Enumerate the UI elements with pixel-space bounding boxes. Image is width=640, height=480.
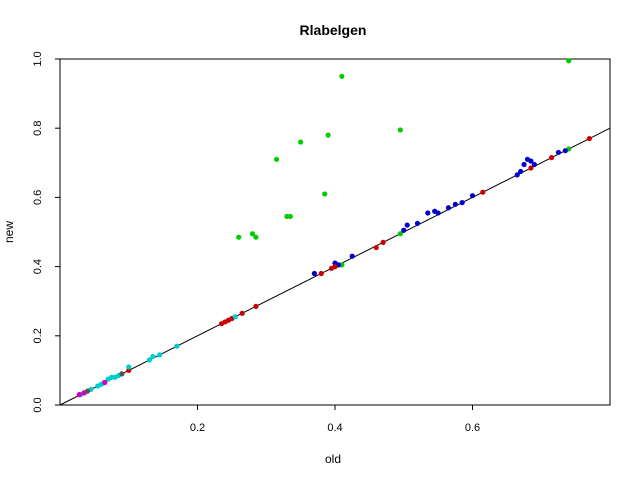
data-point [562, 148, 568, 154]
data-point [528, 165, 534, 171]
y-tick-label: 0.6 [32, 190, 44, 205]
data-point [531, 161, 537, 168]
x-tick-label: 0.6 [465, 422, 480, 434]
plot-frame [59, 58, 611, 406]
data-point [518, 168, 524, 175]
data-point [435, 210, 441, 216]
data-point [298, 139, 304, 145]
data-point [232, 314, 238, 320]
data-point [239, 310, 245, 316]
x-tick-label: 0.4 [327, 422, 342, 434]
plot-area [59, 58, 611, 406]
data-point [318, 270, 324, 277]
data-point [325, 132, 331, 138]
x-axis: 0.2 0.4 0.6 [190, 405, 480, 434]
chart-title: Rlabelgen [300, 22, 367, 38]
data-point [287, 213, 293, 220]
series-group [236, 58, 572, 268]
data-point [311, 270, 317, 277]
data-point [425, 210, 431, 216]
y-tick-label: 0.4 [32, 259, 44, 274]
data-point [452, 201, 458, 207]
data-point [126, 364, 132, 370]
data-point [404, 222, 410, 228]
data-point [445, 205, 452, 211]
data-point [339, 73, 345, 79]
data-point [157, 352, 163, 358]
data-point [521, 161, 527, 168]
data-point [84, 388, 91, 394]
data-point [397, 231, 403, 237]
data-point [459, 199, 465, 206]
data-point [332, 264, 338, 270]
data-point [380, 239, 386, 245]
y-tick-label: 1.0 [32, 51, 44, 66]
data-point [119, 371, 125, 377]
data-point [102, 379, 108, 386]
data-point [528, 158, 534, 164]
data-point [401, 227, 407, 233]
x-tick-label: 0.2 [190, 422, 205, 434]
series-group [78, 314, 238, 398]
data-point [253, 303, 259, 309]
data-point [150, 353, 156, 360]
y-axis: 0.0 0.2 0.4 0.6 0.8 1.0 [32, 51, 60, 413]
data-point [76, 392, 82, 398]
data-point [480, 189, 486, 195]
y-tick-label: 0.0 [32, 397, 44, 412]
data-point [469, 193, 476, 199]
data-point [373, 244, 379, 251]
data-point [349, 253, 355, 259]
data-point [566, 58, 572, 64]
data-point [414, 220, 421, 226]
y-tick-label: 0.8 [32, 121, 44, 136]
series-group [84, 371, 125, 394]
data-point [548, 155, 555, 161]
data-point [146, 357, 152, 363]
data-point [236, 234, 242, 240]
y-axis-label: new [2, 221, 16, 243]
data-point [586, 135, 592, 142]
data-point [253, 234, 259, 240]
x-axis-label: old [325, 452, 341, 466]
data-point [514, 172, 520, 178]
data-point [555, 149, 562, 156]
data-point [273, 156, 280, 162]
data-point [322, 191, 328, 197]
data-point [249, 231, 256, 237]
data-point [174, 343, 180, 349]
y-tick-label: 0.2 [32, 328, 44, 343]
data-point [397, 127, 403, 133]
